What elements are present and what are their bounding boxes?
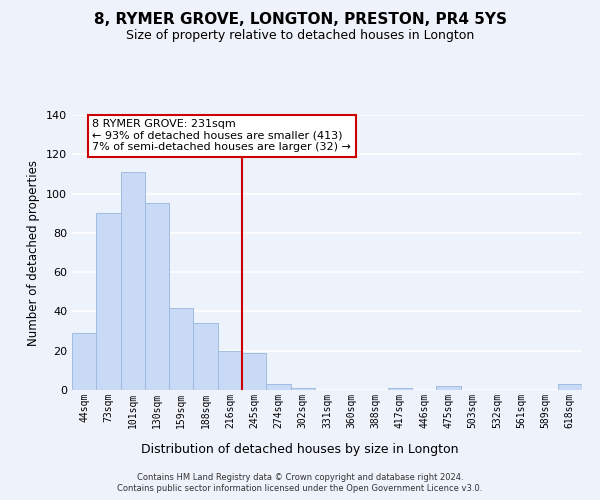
Bar <box>436 386 461 390</box>
Text: 8, RYMER GROVE, LONGTON, PRESTON, PR4 5YS: 8, RYMER GROVE, LONGTON, PRESTON, PR4 5Y… <box>94 12 506 28</box>
Bar <box>290 388 315 390</box>
Text: Contains HM Land Registry data © Crown copyright and database right 2024.: Contains HM Land Registry data © Crown c… <box>137 472 463 482</box>
Bar <box>145 204 169 390</box>
Bar <box>388 388 412 390</box>
Y-axis label: Number of detached properties: Number of detached properties <box>28 160 40 346</box>
Bar <box>72 333 96 390</box>
Bar <box>169 308 193 390</box>
Text: Distribution of detached houses by size in Longton: Distribution of detached houses by size … <box>141 442 459 456</box>
Text: Contains public sector information licensed under the Open Government Licence v3: Contains public sector information licen… <box>118 484 482 493</box>
Text: 8 RYMER GROVE: 231sqm
← 93% of detached houses are smaller (413)
7% of semi-deta: 8 RYMER GROVE: 231sqm ← 93% of detached … <box>92 119 351 152</box>
Bar <box>193 323 218 390</box>
Bar <box>96 213 121 390</box>
Bar <box>558 384 582 390</box>
Bar <box>266 384 290 390</box>
Bar <box>121 172 145 390</box>
Bar <box>242 352 266 390</box>
Text: Size of property relative to detached houses in Longton: Size of property relative to detached ho… <box>126 29 474 42</box>
Bar <box>218 350 242 390</box>
